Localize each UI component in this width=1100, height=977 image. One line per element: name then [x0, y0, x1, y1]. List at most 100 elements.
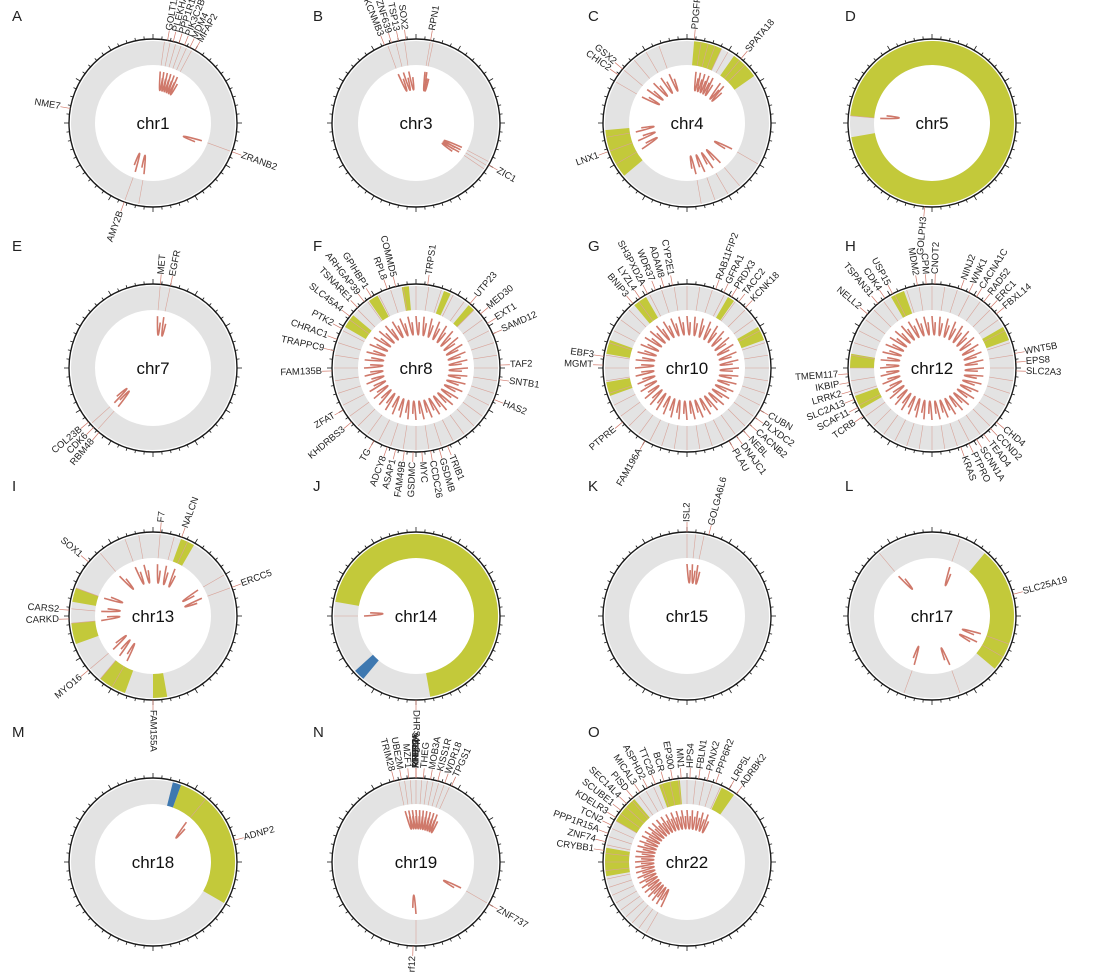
scale-tick — [109, 46, 112, 50]
scale-tick — [897, 537, 898, 540]
gene-pointer — [872, 296, 878, 304]
scale-tick — [1005, 658, 1009, 661]
scale-tick — [1005, 165, 1009, 168]
scale-tick — [215, 310, 217, 312]
scale-tick — [629, 797, 631, 799]
gene-pointer — [1013, 592, 1023, 595]
gene-label: F7 — [156, 511, 168, 523]
scale-tick — [230, 402, 233, 403]
scale-tick — [994, 558, 996, 560]
panel-a: chr1NME7GOLT1APLEKHA6PPP1R15BPIK3C2BMDM4… — [33, 0, 278, 243]
gene-pointer — [431, 30, 433, 40]
scale-tick — [230, 333, 233, 334]
scale-tick — [974, 196, 977, 200]
scale-tick — [472, 303, 474, 305]
scale-tick — [187, 939, 188, 942]
scale-tick — [966, 445, 967, 448]
scale-tick — [339, 572, 343, 575]
gene-pointer — [724, 284, 728, 293]
gene-pointer — [680, 768, 681, 778]
gene-pointer — [439, 449, 442, 459]
scale-tick — [209, 797, 211, 799]
scale-tick — [339, 324, 343, 327]
gene-pointer — [716, 774, 719, 783]
scale-tick — [888, 291, 891, 295]
scale-tick — [764, 827, 767, 828]
scale-tick — [888, 689, 891, 693]
chromosome-label: chr10 — [666, 359, 709, 378]
scale-tick — [195, 785, 198, 789]
scale-tick — [465, 191, 467, 193]
scale-tick — [617, 317, 619, 319]
scale-tick — [74, 333, 77, 334]
fusion-link — [690, 401, 695, 419]
fusion-link — [704, 322, 711, 340]
fusion-link — [636, 126, 654, 132]
fusion-link — [699, 319, 704, 338]
gene-pointer — [499, 380, 509, 381]
fusion-link — [719, 375, 738, 378]
gene-pointer — [924, 207, 925, 217]
panel-letter: D — [845, 8, 856, 25]
scale-tick — [365, 546, 367, 548]
scale-tick — [721, 783, 722, 786]
scale-tick — [351, 424, 353, 426]
scale-tick — [365, 684, 367, 686]
scale-tick — [743, 303, 745, 305]
gene-pointer — [451, 777, 455, 786]
fusion-link — [642, 138, 657, 149]
gene-label: SLC25A19 — [1021, 574, 1068, 597]
scale-tick — [755, 172, 757, 174]
gene-label: RPN1 — [427, 5, 442, 32]
gene-pointer — [839, 383, 849, 385]
gene-pointer — [160, 522, 161, 532]
gene-pointer — [93, 432, 99, 440]
fusion-link — [883, 351, 902, 356]
scale-tick — [221, 811, 223, 813]
scale-tick — [721, 289, 722, 292]
scale-tick — [994, 310, 996, 312]
gene-pointer — [342, 310, 350, 316]
gene-pointer — [232, 152, 241, 155]
scale-tick — [855, 79, 859, 82]
gene-pointer — [184, 36, 188, 45]
fusion-link — [692, 564, 695, 583]
scale-tick — [187, 445, 188, 448]
gene-pointer — [627, 790, 633, 798]
scale-tick — [74, 650, 77, 651]
scale-tick — [102, 930, 104, 932]
scale-tick — [358, 303, 360, 305]
fusion-link — [134, 153, 139, 171]
scale-tick — [381, 44, 382, 47]
gene-label: C19orf12 — [406, 956, 418, 972]
scale-tick — [853, 402, 856, 403]
gene-pointer — [190, 39, 194, 48]
scale-tick — [95, 797, 97, 799]
scale-tick — [478, 918, 480, 920]
scale-tick — [83, 911, 85, 913]
fusion-link — [183, 590, 198, 601]
gene-pointer — [358, 294, 364, 302]
scale-tick — [372, 539, 375, 543]
scale-tick — [202, 792, 204, 794]
fusion-link — [687, 810, 690, 829]
scale-tick — [337, 581, 340, 582]
scale-tick — [652, 939, 653, 942]
fusion-link — [880, 116, 899, 119]
panel-n: chr19C19orf12TRIM28UBE2MMZF1MIER2THEGMOB… — [327, 733, 530, 972]
panel-h: chr12TCRBSCAF11SLC2A13LRRK2IKBIPTMEM117N… — [795, 242, 1062, 485]
scale-tick — [450, 200, 451, 203]
scale-tick — [888, 441, 891, 445]
fusion-link — [720, 368, 739, 371]
gene-pointer — [87, 427, 94, 434]
scale-tick — [608, 581, 611, 582]
gene-label: CARKD — [26, 614, 60, 626]
scale-tick — [458, 689, 461, 693]
fusion-link — [661, 78, 672, 93]
scale-tick — [994, 65, 996, 67]
scale-tick — [95, 303, 97, 305]
